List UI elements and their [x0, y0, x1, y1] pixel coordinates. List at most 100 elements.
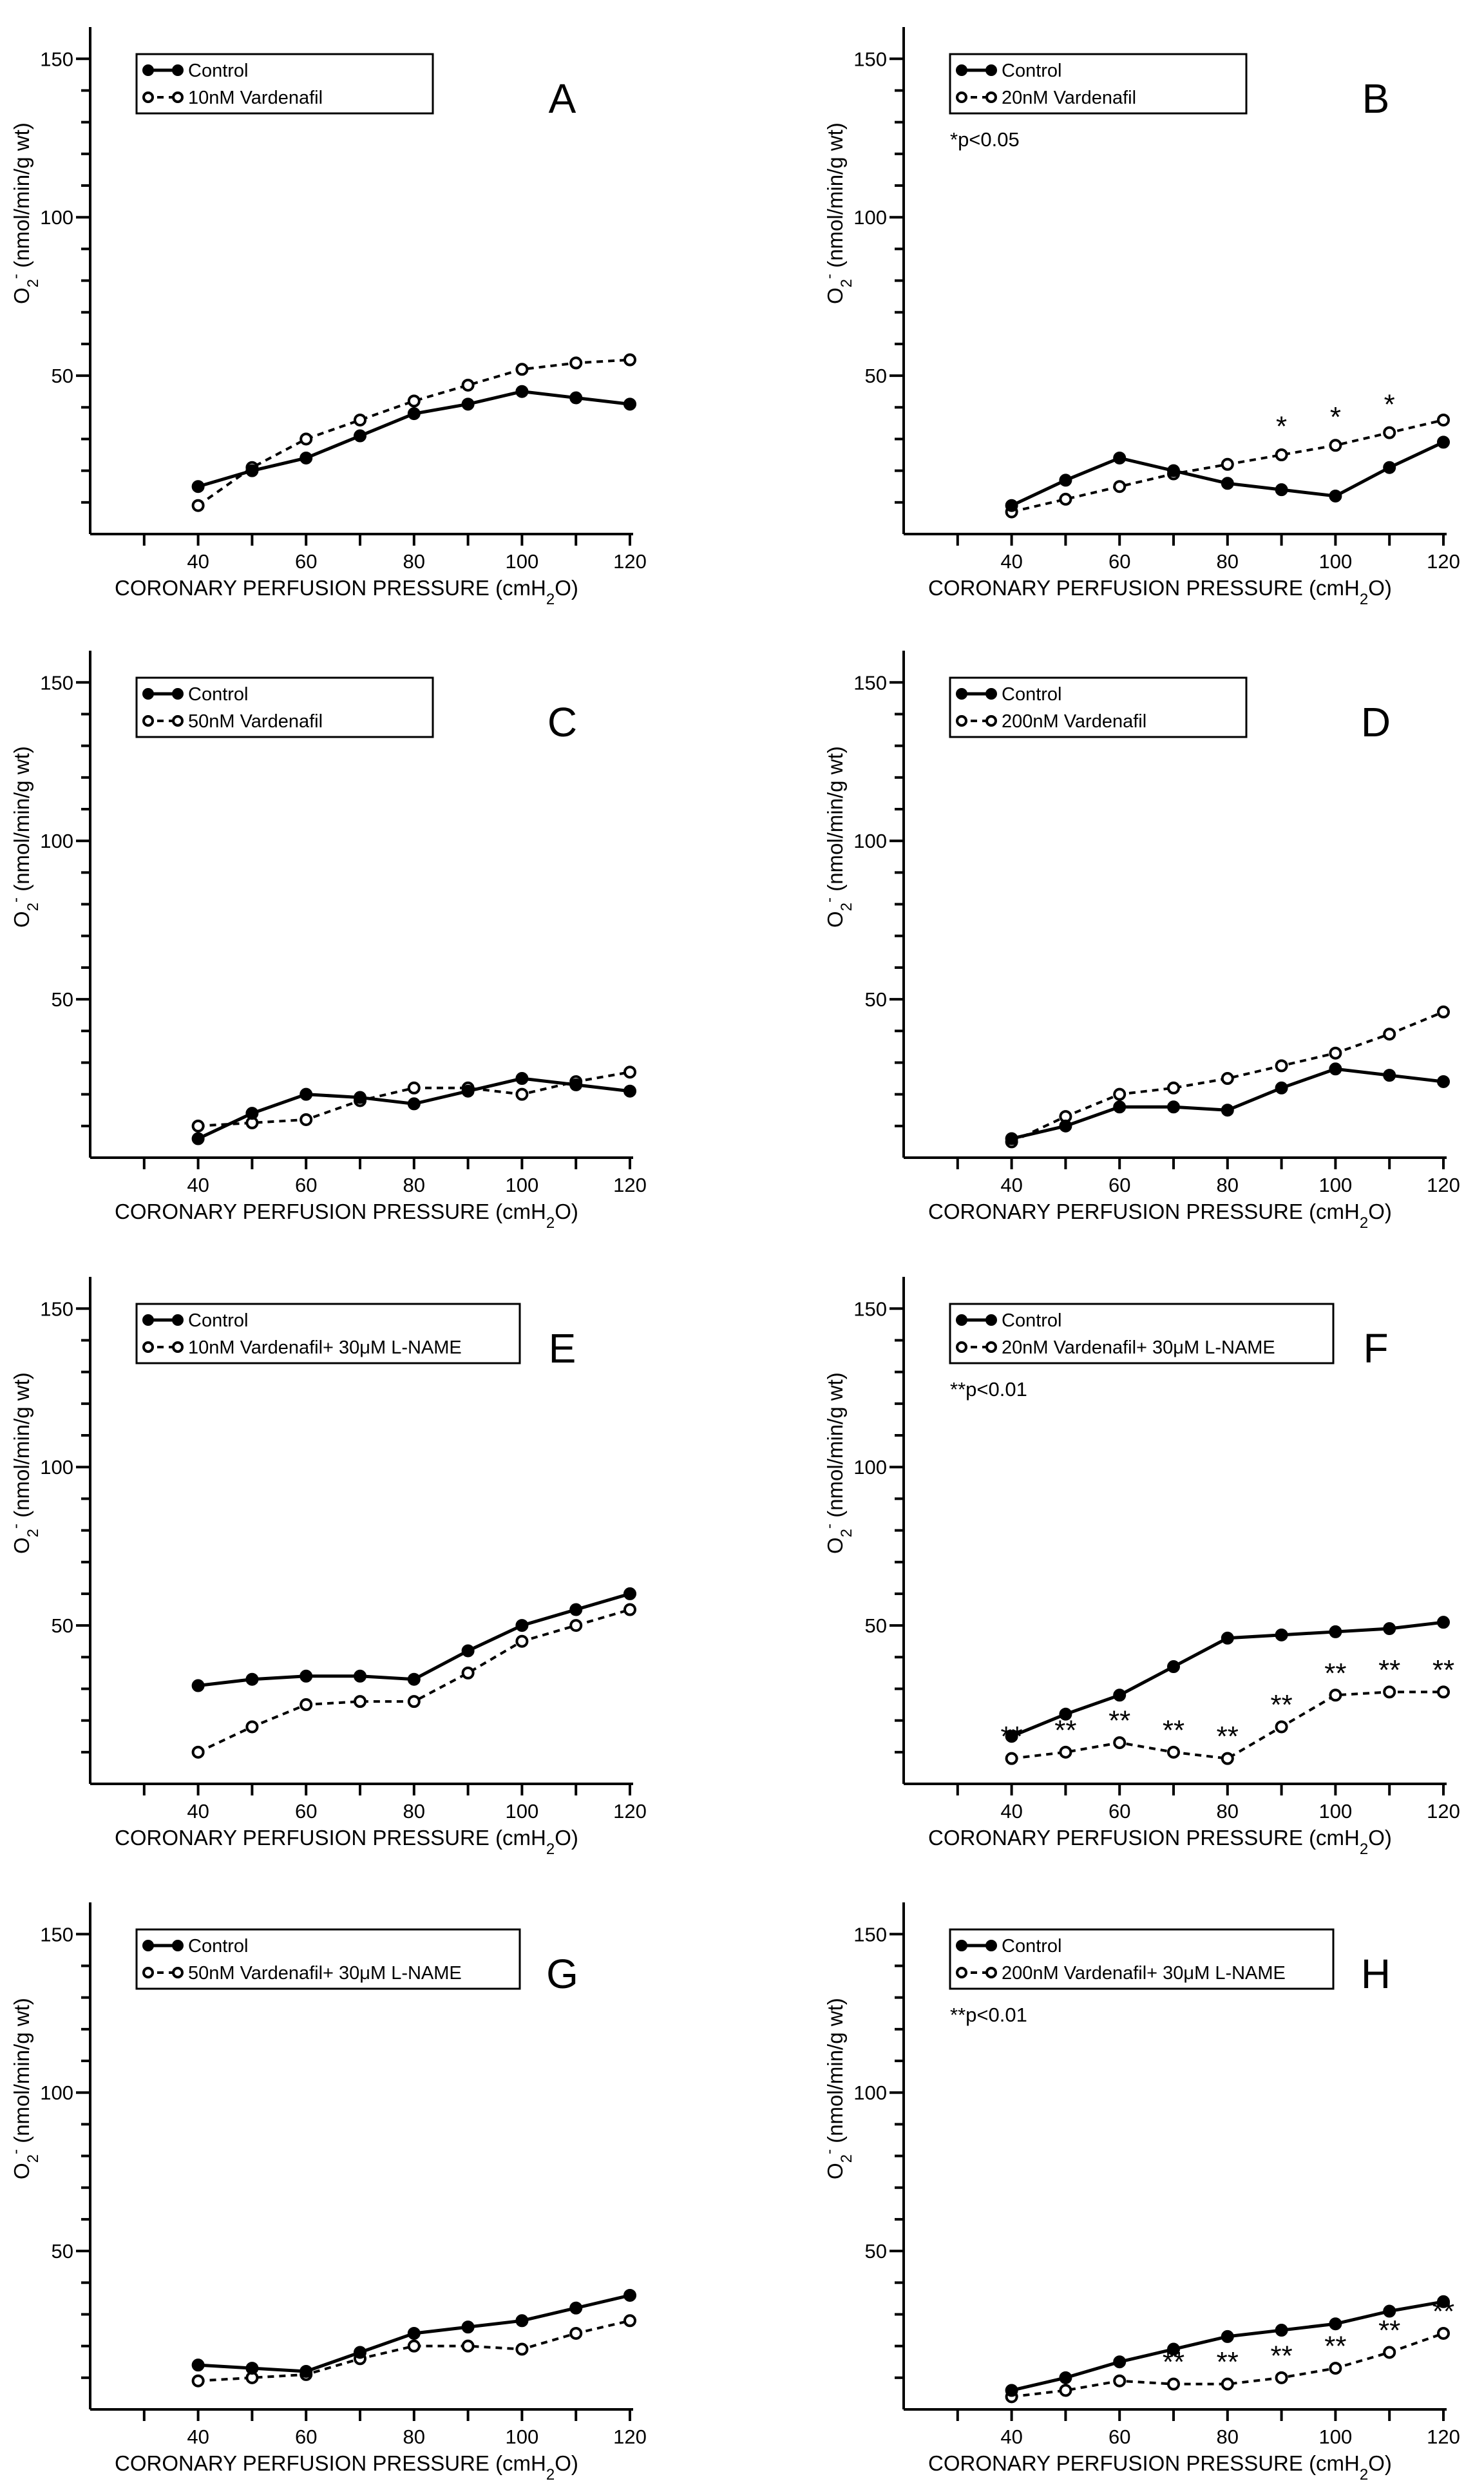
legend-swatch-marker	[956, 1967, 967, 1978]
y-tick-label: 100	[853, 2081, 887, 2104]
x-axis-title: CORONARY PERFUSION PRESSURE (cmH2O)	[115, 1826, 578, 1858]
y-tick-label: 50	[865, 365, 887, 387]
significance-star: **	[1378, 2315, 1400, 2346]
data-point-treat	[407, 1081, 421, 1095]
data-point-treat	[354, 413, 366, 426]
legend-label-treat: 50nM Vardenafil	[188, 711, 323, 732]
data-point-control	[1383, 1069, 1396, 1082]
data-point-treat	[1059, 492, 1072, 506]
legend-swatch-marker	[172, 688, 184, 700]
x-axis-title: CORONARY PERFUSION PRESSURE (cmH2O)	[115, 576, 578, 608]
data-point-control	[354, 2346, 366, 2359]
legend-swatch-marker	[956, 1314, 967, 1326]
data-point-treat	[191, 1119, 205, 1133]
y-tick-label: 50	[865, 1614, 887, 1637]
legend-swatch-marker	[985, 1967, 997, 1978]
y-axis-title: O2- (nmol/min/g wt)	[7, 122, 42, 304]
significance-star: **	[1217, 2346, 1239, 2378]
data-point-treat	[461, 2339, 475, 2353]
panel-a: 50 100 150 40 60 80 100 120 CORONARY PERFUSION P…	[7, 27, 647, 608]
data-point-control	[623, 1587, 636, 1600]
significance-star: **	[1324, 2331, 1346, 2362]
data-point-control	[191, 1132, 205, 1145]
legend-swatch-marker	[172, 64, 184, 76]
series-line-control	[198, 1592, 631, 1688]
panel-letter: G	[546, 1951, 578, 1997]
panel-letter: H	[1361, 1951, 1391, 1997]
x-tick-label: 80	[403, 1800, 425, 1823]
panel-letter: E	[549, 1325, 576, 1372]
data-point-control	[354, 429, 366, 443]
y-tick-label: 150	[40, 1923, 73, 1946]
significance-note: *p<0.05	[950, 128, 1020, 151]
panel-h: 50 100 150 40 60 80 100 120 CORONARY PERFUSION P…	[821, 1902, 1460, 2483]
data-point-control	[1221, 2330, 1234, 2343]
data-point-control	[245, 2362, 259, 2375]
data-point-treat	[1383, 1028, 1396, 1041]
data-point-control	[1329, 2317, 1342, 2331]
legend-swatch-marker	[142, 715, 154, 727]
legend-swatch-marker	[956, 1940, 967, 1951]
y-tick-label: 150	[853, 671, 887, 694]
data-point-treat	[300, 1113, 313, 1126]
data-point-treat	[1167, 1081, 1180, 1095]
data-point-control	[1113, 1100, 1127, 1114]
y-tick-label: 100	[853, 1456, 887, 1478]
x-tick-label: 120	[613, 1800, 647, 1823]
x-tick-label: 40	[1000, 2426, 1022, 2448]
legend-label-control: Control	[188, 61, 249, 81]
x-tick-label: 100	[1319, 1174, 1353, 1196]
data-point-treat	[569, 356, 583, 370]
data-point-control	[569, 1078, 583, 1091]
data-point-treat	[1221, 457, 1234, 471]
y-axis-title: O2- (nmol/min/g wt)	[821, 1998, 855, 2179]
x-tick-label: 60	[1108, 1174, 1130, 1196]
legend-label-control: Control	[188, 1310, 249, 1331]
data-point-treat	[407, 1695, 421, 1708]
data-point-control	[515, 385, 529, 398]
data-point-control	[623, 2288, 636, 2302]
y-tick-label: 100	[40, 206, 73, 229]
legend-label-control: Control	[1002, 1936, 1062, 1957]
data-point-control	[1383, 2304, 1396, 2318]
x-tick-label: 60	[1108, 550, 1130, 573]
data-point-treat	[1383, 2346, 1396, 2359]
x-tick-label: 100	[1319, 2426, 1353, 2448]
data-point-control	[1113, 451, 1127, 464]
data-point-treat	[1059, 1745, 1072, 1759]
y-axis-title: O2- (nmol/min/g wt)	[7, 1998, 42, 2179]
x-tick-label: 80	[403, 2426, 425, 2448]
data-point-control	[1437, 1075, 1450, 1088]
data-point-treat	[407, 394, 421, 408]
data-point-control	[1437, 2295, 1450, 2308]
data-point-treat	[515, 1087, 529, 1101]
data-point-control	[191, 1679, 205, 1692]
legend-swatch-marker	[985, 1341, 997, 1353]
legend-label-control: Control	[1002, 684, 1062, 705]
x-tick-label: 40	[1000, 1174, 1022, 1196]
series-line-treat	[1011, 1010, 1444, 1144]
x-axis-title: CORONARY PERFUSION PRESSURE (cmH2O)	[928, 1200, 1392, 1232]
x-axis-title: CORONARY PERFUSION PRESSURE (cmH2O)	[928, 2451, 1392, 2483]
data-point-control	[569, 1603, 583, 1616]
y-tick-label: 150	[40, 48, 73, 70]
data-point-control	[1167, 1660, 1180, 1674]
y-tick-label: 100	[40, 2081, 73, 2104]
data-point-treat	[461, 378, 475, 392]
x-axis-title: CORONARY PERFUSION PRESSURE (cmH2O)	[115, 2451, 578, 2483]
panel-letter: D	[1361, 699, 1391, 745]
legend-swatch-marker	[956, 688, 967, 700]
legend-label-control: Control	[1002, 61, 1062, 81]
legend-swatch-marker	[172, 1967, 184, 1978]
legend-box	[949, 1303, 1335, 1364]
significance-note: **p<0.01	[950, 1378, 1027, 1401]
data-point-control	[191, 2359, 205, 2372]
data-point-control	[1275, 483, 1288, 497]
data-point-control	[300, 451, 313, 464]
y-tick-label: 50	[52, 2240, 73, 2263]
x-axis-title: CORONARY PERFUSION PRESSURE (cmH2O)	[115, 1200, 578, 1232]
legend-swatch-marker	[985, 688, 997, 700]
significance-star: **	[1054, 1714, 1076, 1746]
x-tick-label: 80	[1217, 1800, 1239, 1823]
legend-swatch-marker	[985, 1314, 997, 1326]
